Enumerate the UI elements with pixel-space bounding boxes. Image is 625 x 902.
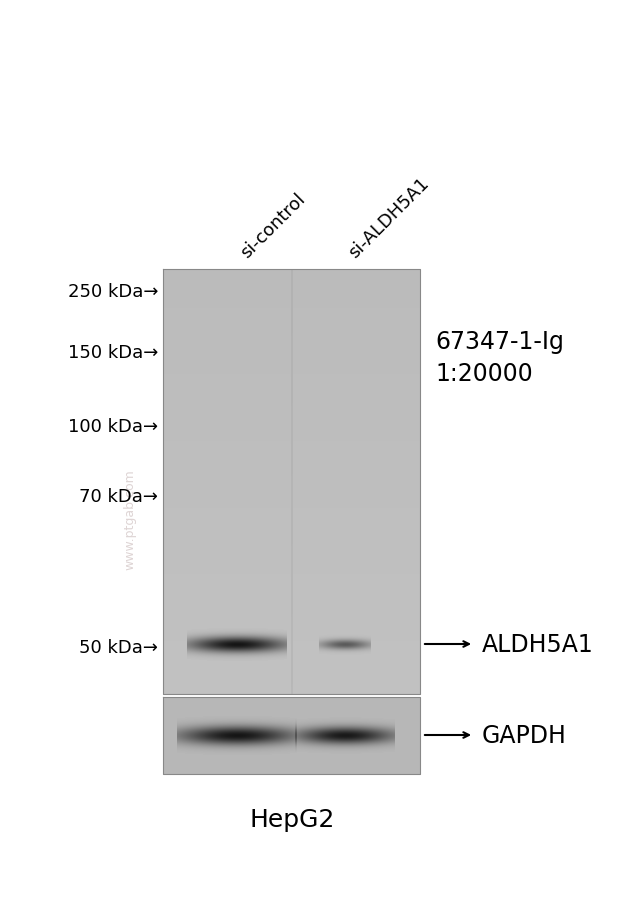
Text: si-ALDH5A1: si-ALDH5A1 bbox=[345, 174, 432, 262]
Text: 70 kDa→: 70 kDa→ bbox=[79, 487, 158, 505]
Text: www.ptgab.com: www.ptgab.com bbox=[124, 469, 136, 570]
Text: HepG2: HepG2 bbox=[249, 807, 335, 831]
Text: GAPDH: GAPDH bbox=[482, 723, 567, 747]
Text: si-control: si-control bbox=[237, 190, 309, 262]
Text: ALDH5A1: ALDH5A1 bbox=[482, 632, 594, 657]
Text: 100 kDa→: 100 kDa→ bbox=[68, 418, 158, 436]
Text: 250 kDa→: 250 kDa→ bbox=[68, 282, 158, 300]
Text: 50 kDa→: 50 kDa→ bbox=[79, 639, 158, 657]
Text: 67347-1-Ig
1:20000: 67347-1-Ig 1:20000 bbox=[435, 329, 564, 385]
Text: 150 kDa→: 150 kDa→ bbox=[68, 344, 158, 362]
